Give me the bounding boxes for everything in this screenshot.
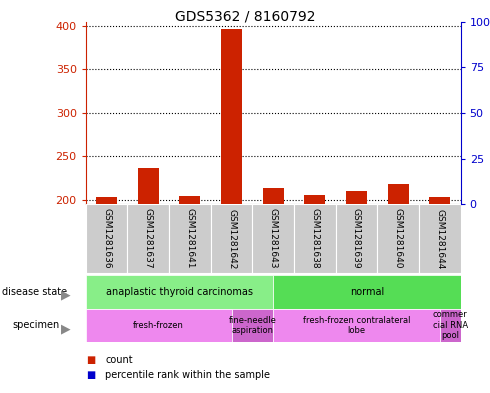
Bar bbox=[169, 204, 211, 273]
Bar bbox=[304, 195, 325, 204]
Bar bbox=[86, 309, 231, 342]
Text: GSM1281640: GSM1281640 bbox=[393, 209, 403, 269]
Text: fresh-frozen: fresh-frozen bbox=[133, 321, 184, 330]
Text: GSM1281644: GSM1281644 bbox=[435, 209, 444, 269]
Bar bbox=[346, 191, 367, 204]
Bar bbox=[377, 204, 419, 273]
Text: disease state: disease state bbox=[2, 287, 68, 297]
Text: anaplastic thyroid carcinomas: anaplastic thyroid carcinomas bbox=[106, 287, 253, 297]
Bar bbox=[263, 188, 284, 204]
Bar bbox=[388, 184, 409, 204]
Bar bbox=[211, 204, 252, 273]
Bar bbox=[252, 204, 294, 273]
Text: commer
cial RNA
pool: commer cial RNA pool bbox=[433, 310, 468, 340]
Text: ■: ■ bbox=[86, 370, 95, 380]
Text: GSM1281636: GSM1281636 bbox=[102, 208, 111, 269]
Text: GDS5362 / 8160792: GDS5362 / 8160792 bbox=[175, 10, 315, 24]
Text: GSM1281642: GSM1281642 bbox=[227, 209, 236, 269]
Text: GSM1281637: GSM1281637 bbox=[144, 208, 153, 269]
Text: ■: ■ bbox=[86, 354, 95, 365]
Bar bbox=[273, 275, 461, 309]
Bar bbox=[96, 197, 117, 204]
Bar bbox=[419, 204, 461, 273]
Text: normal: normal bbox=[350, 287, 384, 297]
Bar bbox=[138, 168, 159, 204]
Text: specimen: specimen bbox=[12, 320, 59, 330]
Text: GSM1281643: GSM1281643 bbox=[269, 209, 278, 269]
Bar bbox=[86, 275, 273, 309]
Bar bbox=[440, 309, 461, 342]
Text: GSM1281639: GSM1281639 bbox=[352, 208, 361, 269]
Text: GSM1281641: GSM1281641 bbox=[185, 209, 195, 269]
Bar bbox=[429, 197, 450, 204]
Text: count: count bbox=[105, 354, 133, 365]
Text: ▶: ▶ bbox=[61, 322, 71, 335]
Bar bbox=[294, 204, 336, 273]
Text: percentile rank within the sample: percentile rank within the sample bbox=[105, 370, 270, 380]
Text: fresh-frozen contralateral
lobe: fresh-frozen contralateral lobe bbox=[303, 316, 410, 335]
Text: GSM1281638: GSM1281638 bbox=[310, 208, 319, 269]
Bar bbox=[86, 204, 127, 273]
Bar bbox=[273, 309, 440, 342]
Bar bbox=[179, 196, 200, 204]
Bar bbox=[231, 309, 273, 342]
Text: fine-needle
aspiration: fine-needle aspiration bbox=[228, 316, 276, 335]
Bar bbox=[336, 204, 377, 273]
Text: ▶: ▶ bbox=[61, 288, 71, 302]
Bar bbox=[127, 204, 169, 273]
Bar bbox=[221, 29, 242, 204]
